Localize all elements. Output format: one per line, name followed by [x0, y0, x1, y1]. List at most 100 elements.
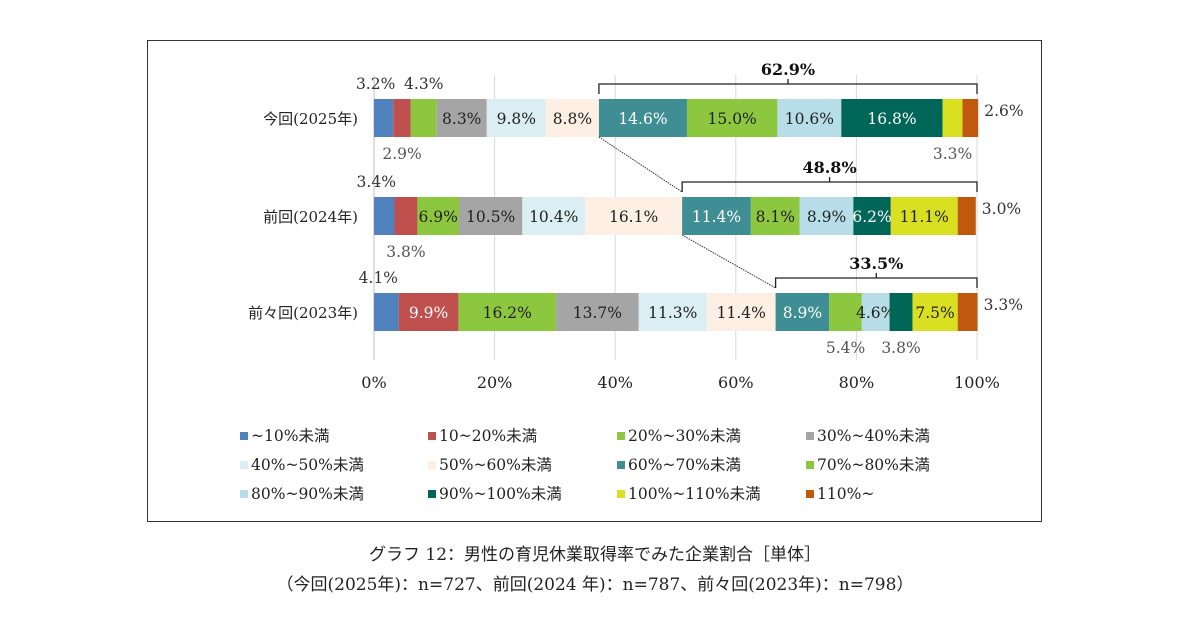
data-label: 8.9% — [807, 208, 846, 226]
category-label: 前々回(2023年) — [248, 304, 358, 322]
data-label: 8.8% — [553, 110, 592, 128]
data-label: 16.2% — [483, 304, 532, 322]
bar-segment — [486, 99, 546, 137]
data-label: 3.8% — [881, 339, 920, 357]
bar-segment — [912, 293, 958, 331]
data-label: 3.8% — [386, 243, 425, 261]
legend-label: 60%~70%未満 — [628, 456, 741, 474]
bar-segment — [393, 99, 411, 137]
legend-label: 30%~40%未満 — [817, 427, 930, 445]
chart-subtitle: （今回(2025年)：n=727、前回(2024 年)：n=787、前々回(20… — [276, 575, 914, 595]
bar-segment — [638, 293, 707, 331]
bracket-label: 33.5% — [849, 254, 903, 273]
bracket — [681, 177, 978, 192]
legend-swatch — [240, 461, 248, 469]
x-tick-label: 100% — [954, 373, 1000, 392]
bar-segment — [556, 293, 639, 331]
data-label: 4.6% — [856, 304, 895, 322]
data-label: 11.4% — [692, 208, 741, 226]
data-label: 10.5% — [466, 208, 515, 226]
bar-segment — [374, 293, 399, 331]
bracket — [598, 79, 978, 94]
legend-label: 90%~100%未満 — [439, 485, 562, 503]
data-label: 3.3% — [933, 145, 972, 163]
chart-frame — [147, 40, 1042, 522]
data-label: 10.6% — [785, 110, 834, 128]
x-tick-label: 60% — [718, 373, 754, 392]
bar-segment — [890, 197, 958, 235]
bar-segment — [861, 293, 890, 331]
legend-label: 110%~ — [817, 485, 874, 503]
x-tick-label: 40% — [597, 373, 633, 392]
legend-label: 80%~90%未満 — [251, 485, 364, 503]
bar-segment — [889, 293, 913, 331]
data-label: 9.8% — [497, 110, 536, 128]
bar-segment — [545, 99, 599, 137]
bar-segment — [374, 197, 395, 235]
data-label: 8.3% — [442, 110, 481, 128]
data-label: 5.4% — [826, 339, 865, 357]
x-tick-label: 20% — [477, 373, 513, 392]
data-label: 13.7% — [573, 304, 622, 322]
bar-segment — [459, 197, 523, 235]
category-label: 今回(2025年) — [263, 110, 358, 128]
bar-segment — [410, 99, 437, 137]
data-label: 3.4% — [357, 173, 396, 191]
x-tick-label: 80% — [839, 373, 875, 392]
bar-segment — [394, 197, 418, 235]
legend-label: 10~20%未満 — [439, 427, 537, 445]
data-label: 6.2% — [852, 208, 891, 226]
data-label: 10.4% — [529, 208, 578, 226]
data-label: 14.6% — [618, 110, 667, 128]
connector-line — [598, 136, 683, 193]
bar-segment — [962, 99, 979, 137]
data-label: 4.3% — [404, 75, 443, 93]
data-label: 4.1% — [359, 269, 398, 287]
data-label: 16.1% — [609, 208, 658, 226]
bar-segment — [706, 293, 776, 331]
data-label: 11.4% — [717, 304, 766, 322]
data-label: 8.9% — [783, 304, 822, 322]
bracket-label: 48.8% — [802, 158, 856, 177]
legend-swatch — [428, 490, 436, 498]
bar-segment — [957, 197, 976, 235]
legend-label: 50%~60%未満 — [439, 456, 552, 474]
legend-swatch — [240, 490, 248, 498]
bar-segment — [374, 99, 394, 137]
x-tick-label: 0% — [361, 373, 386, 392]
bar-segment — [686, 99, 778, 137]
legend-swatch — [428, 461, 436, 469]
data-label: 11.1% — [900, 208, 949, 226]
bar-segment — [775, 293, 830, 331]
bar-segment — [458, 293, 557, 331]
legend-swatch — [617, 461, 625, 469]
bar-segment — [829, 293, 862, 331]
data-label: 3.0% — [982, 200, 1021, 218]
data-label: 8.1% — [756, 208, 795, 226]
data-label: 7.5% — [915, 304, 954, 322]
data-label: 9.9% — [409, 304, 448, 322]
bar-segment — [598, 99, 687, 137]
bar-segment — [398, 293, 459, 331]
data-label: 2.9% — [382, 145, 421, 163]
data-label: 3.2% — [356, 75, 395, 93]
legend-label: 70%~80%未満 — [817, 456, 930, 474]
data-label: 6.9% — [419, 208, 458, 226]
data-label: 15.0% — [708, 110, 757, 128]
bar-segment — [942, 99, 963, 137]
bar-segment — [522, 197, 586, 235]
legend-label: 20%~30%未満 — [628, 427, 741, 445]
legend-swatch — [806, 432, 814, 440]
data-label: 11.3% — [648, 304, 697, 322]
bar-segment — [777, 99, 842, 137]
legend-swatch — [806, 490, 814, 498]
chart-title: グラフ 12：男性の育児休業取得率でみた企業割合［単体］ — [368, 545, 822, 565]
legend-swatch — [240, 432, 248, 440]
legend-label: ~10%未満 — [251, 427, 329, 445]
connector-line — [681, 234, 776, 289]
bar-segment — [682, 197, 751, 235]
data-label: 3.3% — [984, 296, 1023, 314]
bar-segment — [841, 99, 943, 137]
legend-label: 100%~110%未満 — [628, 485, 761, 503]
